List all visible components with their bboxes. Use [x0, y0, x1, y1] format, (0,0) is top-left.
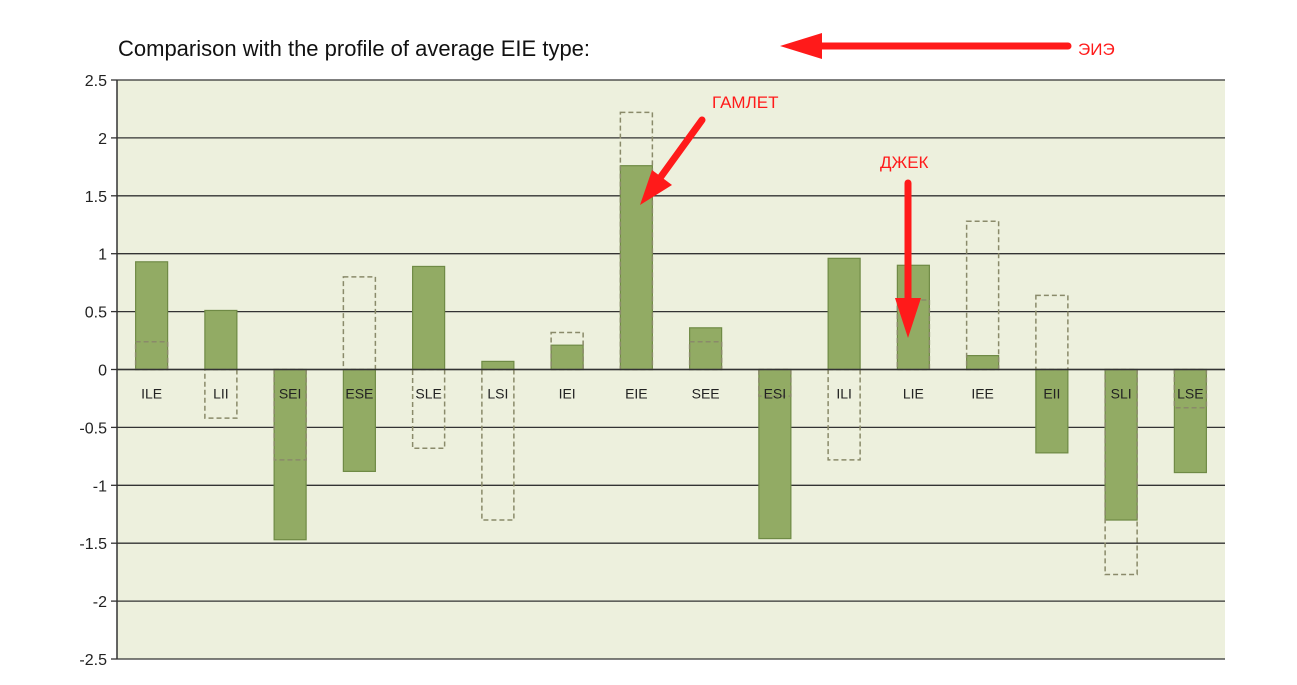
annotation-eie-label: ЭИЭ — [1078, 40, 1115, 59]
category-label: ESI — [764, 386, 787, 402]
category-label: SEE — [692, 386, 720, 402]
y-tick-label: 0.5 — [85, 305, 107, 322]
category-label: EII — [1043, 386, 1060, 402]
category-label: LII — [213, 386, 229, 402]
bar — [550, 344, 584, 371]
y-tick-label: 0 — [98, 363, 107, 380]
y-tick-label: -2.5 — [79, 652, 107, 669]
y-tick-label: -2 — [93, 594, 107, 611]
annotation-jack-label: ДЖЕК — [880, 153, 929, 172]
profile-outline — [550, 331, 584, 371]
bar — [481, 360, 515, 371]
bar — [827, 257, 861, 371]
bar — [1035, 368, 1069, 454]
jack-arrow — [895, 179, 921, 338]
y-tick-label: -1.5 — [79, 536, 107, 553]
bar — [1173, 368, 1207, 474]
bar — [966, 355, 1000, 371]
bars — [135, 165, 1207, 541]
category-label: SLI — [1111, 386, 1132, 402]
category-label: LSI — [487, 386, 508, 402]
bar — [342, 368, 376, 473]
bar — [758, 368, 792, 540]
y-tick-label: -0.5 — [79, 420, 107, 437]
category-labels: ILE LII SEI ESE SLE LSI IEI EIE SEE ESI ILI LIE IEE E… — [141, 386, 1203, 402]
bar — [135, 261, 169, 371]
y-tick-label: 1.5 — [85, 189, 107, 206]
bar — [273, 368, 307, 541]
category-label: ILI — [836, 386, 852, 402]
bar — [689, 327, 723, 371]
category-label: LSE — [1177, 386, 1203, 402]
y-tick-label: 2 — [98, 131, 107, 148]
hamlet-arrow — [640, 116, 706, 205]
y-tick-label: 1 — [98, 247, 107, 264]
bar — [1104, 368, 1138, 521]
annotation-hamlet-label: ГАМЛЕТ — [712, 93, 778, 112]
y-tick-label: 2.5 — [85, 73, 107, 90]
category-label: LIE — [903, 386, 924, 402]
category-label: SLE — [415, 386, 441, 402]
chart-title: Comparison with the profile of average E… — [118, 36, 590, 61]
y-tick-label: -1 — [93, 478, 107, 495]
y-axis-ticks: 2.5 2 1.5 1 0.5 0 -0.5 -1 -1.5 -2 -2.5 — [79, 73, 107, 669]
title-arrow — [780, 33, 1072, 59]
bar — [204, 309, 238, 371]
category-label: SEI — [279, 386, 302, 402]
category-label: ILE — [141, 386, 162, 402]
bar — [412, 265, 446, 371]
category-label: IEI — [559, 386, 576, 402]
category-label: IEE — [971, 386, 994, 402]
category-label: ESE — [345, 386, 373, 402]
category-label: EIE — [625, 386, 648, 402]
